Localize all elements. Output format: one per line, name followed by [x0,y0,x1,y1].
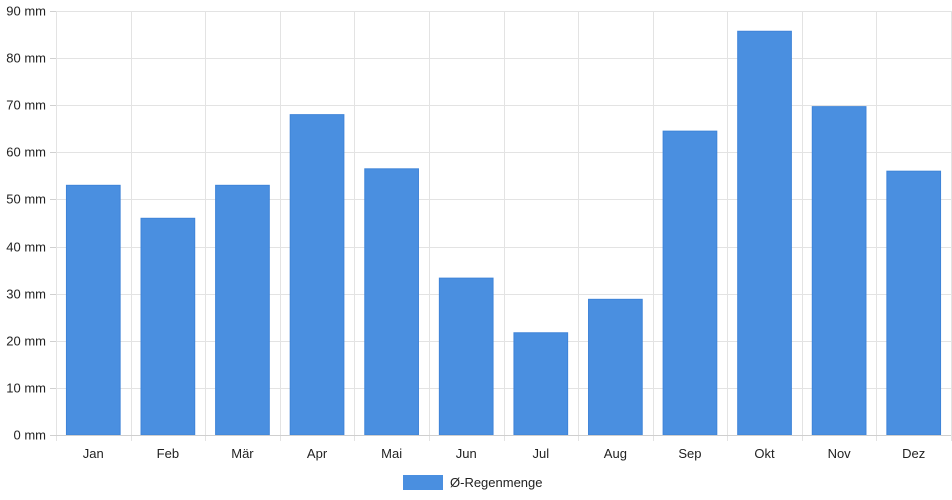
y-tick-label: 90 mm [6,4,46,19]
bar-apr[interactable] [289,114,345,436]
bar-feb[interactable] [140,217,196,436]
x-tick-label: Mai [381,446,402,461]
y-tick-label: 20 mm [6,334,46,349]
bar-dez[interactable] [886,170,942,436]
bar-mai[interactable] [364,168,419,436]
y-tick-label: 40 mm [6,240,46,255]
y-tick-label: 10 mm [6,381,46,396]
bar-jan[interactable] [65,184,121,436]
x-tick-label: Jan [83,446,104,461]
x-tick-label: Jun [456,446,477,461]
legend-swatch[interactable] [403,475,443,490]
y-tick-label: 30 mm [6,287,46,302]
y-tick-label: 70 mm [6,98,46,113]
legend[interactable]: Ø-Regenmenge [403,475,543,490]
x-tick-label: Dez [902,446,925,461]
x-tick-label: Apr [307,446,328,461]
bar-sep[interactable] [662,130,718,436]
x-axis: Jan Feb Mär Apr Mai Jun Jul Aug Sep Okt Nov Dez [56,435,951,461]
bar-aug[interactable] [588,298,643,436]
bars [65,30,942,436]
x-tick-label: Aug [604,446,627,461]
bar-mär[interactable] [215,184,270,436]
x-tick-label: Sep [678,446,701,461]
y-tick-label: 50 mm [6,192,46,207]
x-tick-label: Nov [828,446,852,461]
bar-jun[interactable] [438,277,494,436]
x-tick-label: Okt [754,446,775,461]
y-tick-label: 60 mm [6,145,46,160]
x-tick-label: Jul [532,446,549,461]
y-tick-label: 80 mm [6,51,46,66]
bar-okt[interactable] [737,30,792,436]
bar-jul[interactable] [513,332,569,436]
y-axis: 0 mm 10 mm 20 mm 30 mm 40 mm 50 mm 60 mm 70 mm 8… [6,4,56,443]
x-tick-label: Feb [157,446,179,461]
legend-label[interactable]: Ø-Regenmenge [450,475,543,490]
bar-nov[interactable] [811,106,867,436]
x-tick-label: Mär [231,446,254,461]
y-tick-label: 0 mm [14,428,47,443]
